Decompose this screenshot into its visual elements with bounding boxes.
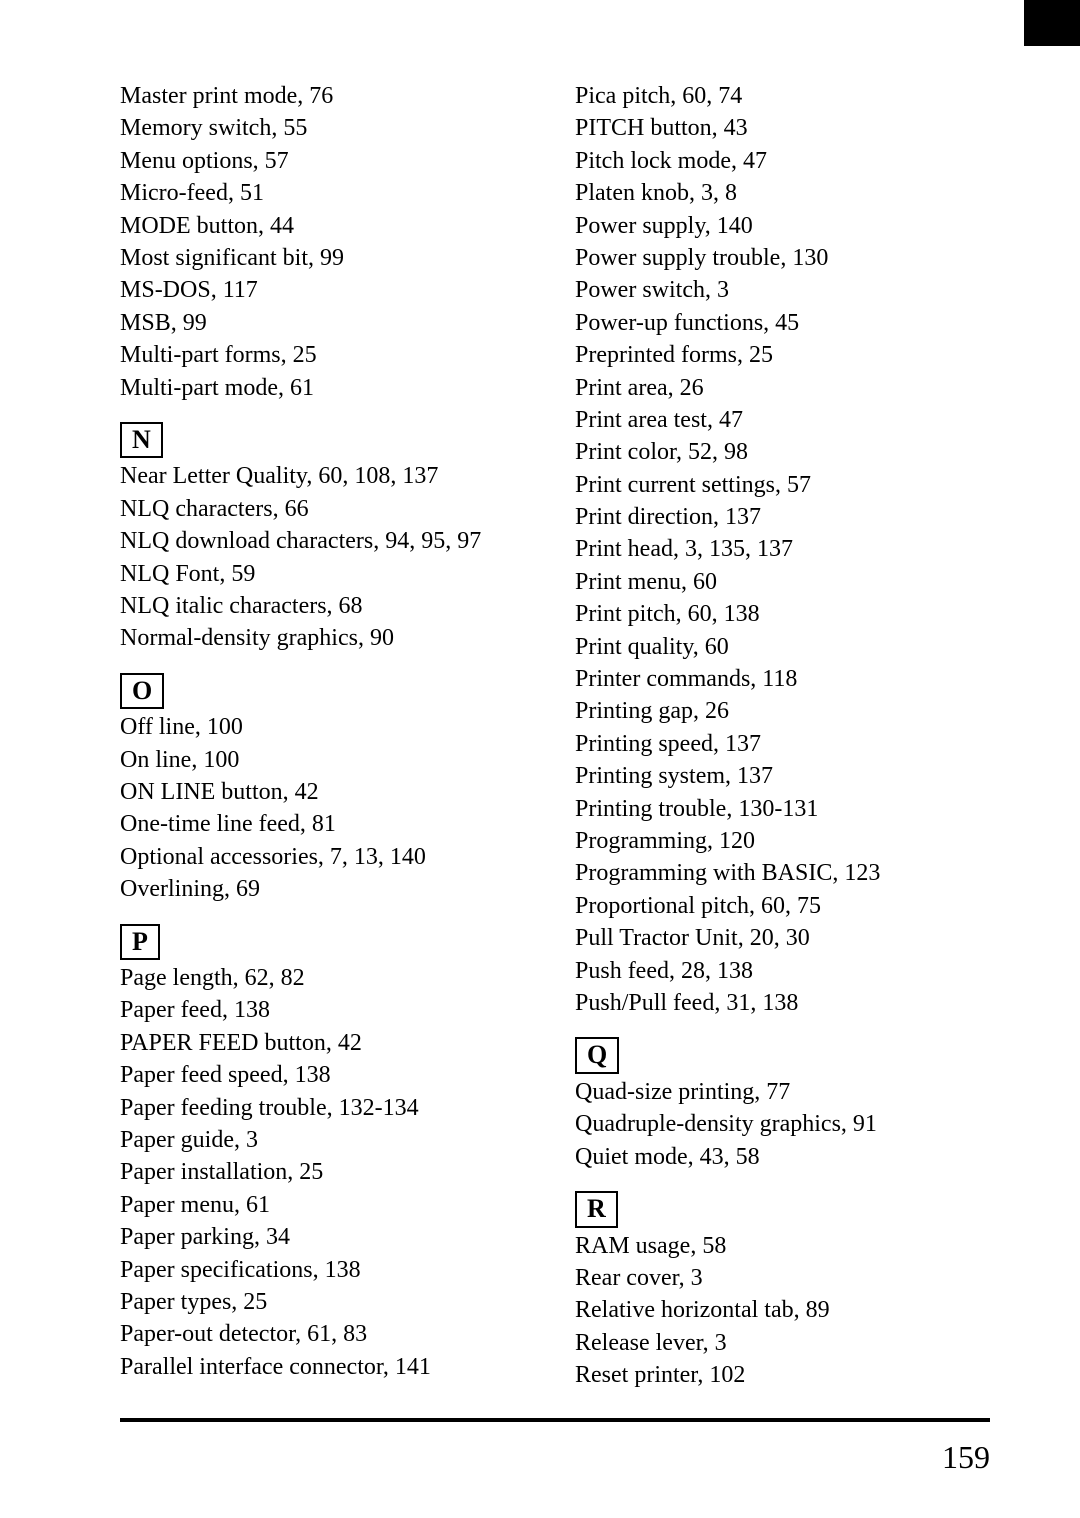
- index-entry: Paper-out detector, 61, 83: [120, 1318, 535, 1350]
- index-entry: Print quality, 60: [575, 631, 990, 663]
- index-entry: Push feed, 28, 138: [575, 955, 990, 987]
- index-entry: Menu options, 57: [120, 145, 535, 177]
- index-entry: Paper specifications, 138: [120, 1254, 535, 1286]
- index-entry: Printing speed, 137: [575, 728, 990, 760]
- index-entry: Overlining, 69: [120, 873, 535, 905]
- index-entry: Paper installation, 25: [120, 1156, 535, 1188]
- index-entry: Normal-density graphics, 90: [120, 622, 535, 654]
- index-entry: Master print mode, 76: [120, 80, 535, 112]
- section-p-continued: Pica pitch, 60, 74 PITCH button, 43 Pitc…: [575, 80, 990, 1019]
- index-entry: Programming, 120: [575, 825, 990, 857]
- index-entry: Paper menu, 61: [120, 1189, 535, 1221]
- index-entry: Programming with BASIC, 123: [575, 857, 990, 889]
- index-entry: MSB, 99: [120, 307, 535, 339]
- index-entry: Quiet mode, 43, 58: [575, 1141, 990, 1173]
- index-entry: Pull Tractor Unit, 20, 30: [575, 922, 990, 954]
- index-entry: Print head, 3, 135, 137: [575, 533, 990, 565]
- index-entry: Paper types, 25: [120, 1286, 535, 1318]
- index-letter-p: P: [120, 924, 160, 961]
- index-entry: Print area test, 47: [575, 404, 990, 436]
- index-letter-n: N: [120, 422, 163, 459]
- index-entry: Relative horizontal tab, 89: [575, 1294, 990, 1326]
- index-entry: Quadruple-density graphics, 91: [575, 1108, 990, 1140]
- index-entry: ON LINE button, 42: [120, 776, 535, 808]
- index-entry: Paper feed, 138: [120, 994, 535, 1026]
- index-entry: Page length, 62, 82: [120, 962, 535, 994]
- index-entry: Memory switch, 55: [120, 112, 535, 144]
- section-r: R RAM usage, 58 Rear cover, 3 Relative h…: [575, 1191, 990, 1391]
- index-entry: Paper feed speed, 138: [120, 1059, 535, 1091]
- index-entry: Print direction, 137: [575, 501, 990, 533]
- index-entry: PITCH button, 43: [575, 112, 990, 144]
- section-o: O Off line, 100 On line, 100 ON LINE but…: [120, 673, 535, 906]
- index-entry: NLQ characters, 66: [120, 493, 535, 525]
- index-letter-r: R: [575, 1191, 618, 1228]
- index-columns: Master print mode, 76 Memory switch, 55 …: [120, 80, 990, 1409]
- section-q: Q Quad-size printing, 77 Quadruple-densi…: [575, 1037, 990, 1173]
- index-entry: MS-DOS, 117: [120, 274, 535, 306]
- section-p: P Page length, 62, 82 Paper feed, 138 PA…: [120, 924, 535, 1384]
- index-entry: Push/Pull feed, 31, 138: [575, 987, 990, 1019]
- index-entry: Paper parking, 34: [120, 1221, 535, 1253]
- index-entry: Most significant bit, 99: [120, 242, 535, 274]
- index-entry: Release lever, 3: [575, 1327, 990, 1359]
- index-entry: Rear cover, 3: [575, 1262, 990, 1294]
- index-entry: Multi-part forms, 25: [120, 339, 535, 371]
- index-entry: On line, 100: [120, 744, 535, 776]
- index-entry: Quad-size printing, 77: [575, 1076, 990, 1108]
- index-entry: Pica pitch, 60, 74: [575, 80, 990, 112]
- left-column: Master print mode, 76 Memory switch, 55 …: [120, 80, 535, 1409]
- index-entry: Power supply trouble, 130: [575, 242, 990, 274]
- index-entry: One-time line feed, 81: [120, 808, 535, 840]
- index-entry: NLQ download characters, 94, 95, 97: [120, 525, 535, 557]
- section-n: N Near Letter Quality, 60, 108, 137 NLQ …: [120, 422, 535, 655]
- index-entry: Near Letter Quality, 60, 108, 137: [120, 460, 535, 492]
- index-entry: NLQ Font, 59: [120, 558, 535, 590]
- corner-mark: [1024, 0, 1080, 46]
- index-entry: Preprinted forms, 25: [575, 339, 990, 371]
- index-entry: Pitch lock mode, 47: [575, 145, 990, 177]
- index-entry: MODE button, 44: [120, 210, 535, 242]
- index-entry: Print color, 52, 98: [575, 436, 990, 468]
- index-entry: PAPER FEED button, 42: [120, 1027, 535, 1059]
- index-entry: Print pitch, 60, 138: [575, 598, 990, 630]
- index-entry: Printing trouble, 130-131: [575, 793, 990, 825]
- index-entry: Parallel interface connector, 141: [120, 1351, 535, 1383]
- index-entry: Paper guide, 3: [120, 1124, 535, 1156]
- index-entry: Optional accessories, 7, 13, 140: [120, 841, 535, 873]
- index-entry: Print menu, 60: [575, 566, 990, 598]
- index-entry: Print current settings, 57: [575, 469, 990, 501]
- index-entry: Printer commands, 118: [575, 663, 990, 695]
- right-column: Pica pitch, 60, 74 PITCH button, 43 Pitc…: [575, 80, 990, 1409]
- index-entry: Proportional pitch, 60, 75: [575, 890, 990, 922]
- index-entry: Micro-feed, 51: [120, 177, 535, 209]
- index-entry: Power supply, 140: [575, 210, 990, 242]
- index-entry: Print area, 26: [575, 372, 990, 404]
- index-entry: Platen knob, 3, 8: [575, 177, 990, 209]
- index-entry: Power switch, 3: [575, 274, 990, 306]
- index-entry: Printing system, 137: [575, 760, 990, 792]
- section-m-continued: Master print mode, 76 Memory switch, 55 …: [120, 80, 535, 404]
- index-entry: NLQ italic characters, 68: [120, 590, 535, 622]
- index-entry: Power-up functions, 45: [575, 307, 990, 339]
- footer-rule: [120, 1418, 990, 1422]
- index-letter-q: Q: [575, 1037, 619, 1074]
- index-entry: RAM usage, 58: [575, 1230, 990, 1262]
- index-entry: Off line, 100: [120, 711, 535, 743]
- index-entry: Reset printer, 102: [575, 1359, 990, 1391]
- index-entry: Printing gap, 26: [575, 695, 990, 727]
- index-entry: Paper feeding trouble, 132-134: [120, 1092, 535, 1124]
- index-entry: Multi-part mode, 61: [120, 372, 535, 404]
- page-number: 159: [942, 1439, 990, 1476]
- index-letter-o: O: [120, 673, 164, 710]
